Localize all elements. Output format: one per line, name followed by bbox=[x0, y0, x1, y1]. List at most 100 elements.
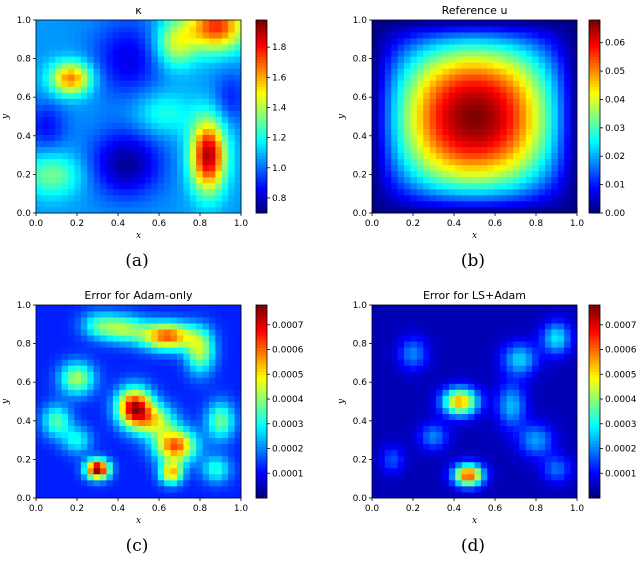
heatmap-cell bbox=[372, 383, 379, 390]
heatmap-cell bbox=[404, 491, 411, 499]
heatmap-cell bbox=[500, 401, 507, 408]
heatmap-cell bbox=[202, 395, 210, 402]
heatmap-cell bbox=[170, 437, 178, 445]
colorbar-segment bbox=[256, 35, 267, 39]
x-axis-label: x bbox=[472, 231, 477, 241]
heatmap-cell bbox=[461, 152, 469, 160]
heatmap-cell bbox=[74, 353, 82, 360]
heatmap-cell bbox=[570, 311, 578, 318]
heatmap-cell bbox=[55, 44, 63, 51]
heatmap-cell bbox=[384, 194, 392, 202]
heatmap-cell bbox=[183, 176, 191, 184]
heatmap-cell bbox=[410, 170, 418, 178]
heatmap-cell bbox=[372, 407, 379, 414]
heatmap-cell bbox=[36, 425, 43, 433]
heatmap-cell bbox=[68, 335, 75, 342]
heatmap-cell bbox=[461, 359, 469, 366]
heatmap-cell bbox=[512, 176, 520, 184]
heatmap-cell bbox=[144, 389, 152, 396]
heatmap-cell bbox=[416, 146, 424, 154]
heatmap-cell bbox=[410, 491, 418, 499]
heatmap-cell bbox=[170, 473, 178, 481]
heatmap-cell bbox=[144, 395, 152, 402]
heatmap-cell bbox=[157, 365, 165, 372]
heatmap-cell bbox=[119, 353, 127, 360]
heatmap-cell bbox=[196, 164, 203, 172]
heatmap-cell bbox=[208, 68, 216, 75]
heatmap-cell bbox=[61, 128, 69, 135]
heatmap-cell bbox=[74, 182, 82, 190]
heatmap-cell bbox=[519, 335, 527, 342]
heatmap-cell bbox=[196, 44, 203, 51]
heatmap-cell bbox=[378, 56, 386, 63]
heatmap-cell bbox=[500, 98, 507, 105]
heatmap-cell bbox=[189, 98, 197, 105]
heatmap-cell bbox=[423, 473, 431, 481]
heatmap-cell bbox=[164, 491, 171, 499]
heatmap-cell bbox=[397, 206, 405, 214]
heatmap-cell bbox=[170, 128, 178, 135]
heatmap-cell bbox=[384, 317, 392, 324]
heatmap-cell bbox=[384, 485, 392, 493]
heatmap-cell bbox=[372, 194, 379, 202]
heatmap-cell bbox=[176, 491, 184, 499]
heatmap-cell bbox=[112, 74, 120, 81]
colorbar-segment bbox=[256, 32, 267, 36]
heatmap-cell bbox=[119, 38, 127, 45]
colorbar: 0.060.050.040.030.020.010.00 bbox=[588, 19, 625, 219]
heatmap-cell bbox=[93, 176, 101, 184]
heatmap-cell bbox=[215, 104, 223, 111]
heatmap-cell bbox=[525, 134, 533, 142]
heatmap-cell bbox=[378, 74, 386, 81]
heatmap-cell bbox=[474, 473, 482, 481]
heatmap-cell bbox=[80, 20, 88, 27]
heatmap-cell bbox=[80, 395, 88, 402]
heatmap-cell bbox=[125, 98, 133, 105]
heatmap-cell bbox=[100, 20, 107, 27]
heatmap-cell bbox=[397, 485, 405, 493]
heatmap-cell bbox=[448, 335, 456, 342]
heatmap-cell bbox=[36, 419, 43, 427]
heatmap-cell bbox=[538, 110, 546, 117]
heatmap-cell bbox=[106, 134, 114, 142]
heatmap-cell bbox=[384, 152, 392, 160]
heatmap-cell bbox=[183, 32, 191, 39]
heatmap-cell bbox=[404, 134, 411, 142]
heatmap-cell bbox=[372, 104, 379, 111]
heatmap-cell bbox=[87, 116, 95, 123]
heatmap-cell bbox=[474, 383, 482, 390]
colorbar-segment bbox=[589, 446, 600, 451]
heatmap-cell bbox=[410, 413, 418, 420]
heatmap-cell bbox=[532, 86, 539, 93]
colorbar-segment bbox=[589, 494, 600, 499]
heatmap-cell bbox=[74, 365, 82, 372]
heatmap-cell bbox=[512, 311, 520, 318]
heatmap-cell bbox=[429, 152, 437, 160]
heatmap-cell bbox=[132, 86, 139, 93]
heatmap-cell bbox=[525, 44, 533, 51]
heatmap-cell bbox=[170, 32, 178, 39]
heatmap-cell bbox=[384, 122, 392, 129]
heatmap-cell bbox=[564, 389, 571, 396]
heatmap-cell bbox=[196, 305, 203, 312]
heatmap-cell bbox=[55, 473, 63, 481]
colorbar-tick-label: 0.0006 bbox=[272, 346, 304, 356]
heatmap-cell bbox=[42, 455, 50, 463]
colorbar-segment bbox=[589, 92, 600, 96]
heatmap-cell bbox=[208, 194, 216, 202]
heatmap-cell bbox=[519, 152, 527, 160]
heatmap-cell bbox=[112, 146, 120, 154]
heatmap-cell bbox=[215, 62, 223, 69]
heatmap-cell bbox=[551, 194, 559, 202]
heatmap-cell bbox=[461, 44, 469, 51]
heatmap-cell bbox=[164, 449, 171, 457]
heatmap-cell bbox=[410, 305, 418, 312]
colorbar-segment bbox=[256, 458, 267, 463]
heatmap-cell bbox=[474, 164, 482, 172]
heatmap-cell bbox=[391, 104, 399, 111]
colorbar-segment bbox=[256, 410, 267, 415]
heatmap-cell bbox=[493, 419, 501, 427]
heatmap-cell bbox=[144, 176, 152, 184]
heatmap-cell bbox=[468, 134, 475, 142]
heatmap-cell bbox=[436, 20, 443, 27]
